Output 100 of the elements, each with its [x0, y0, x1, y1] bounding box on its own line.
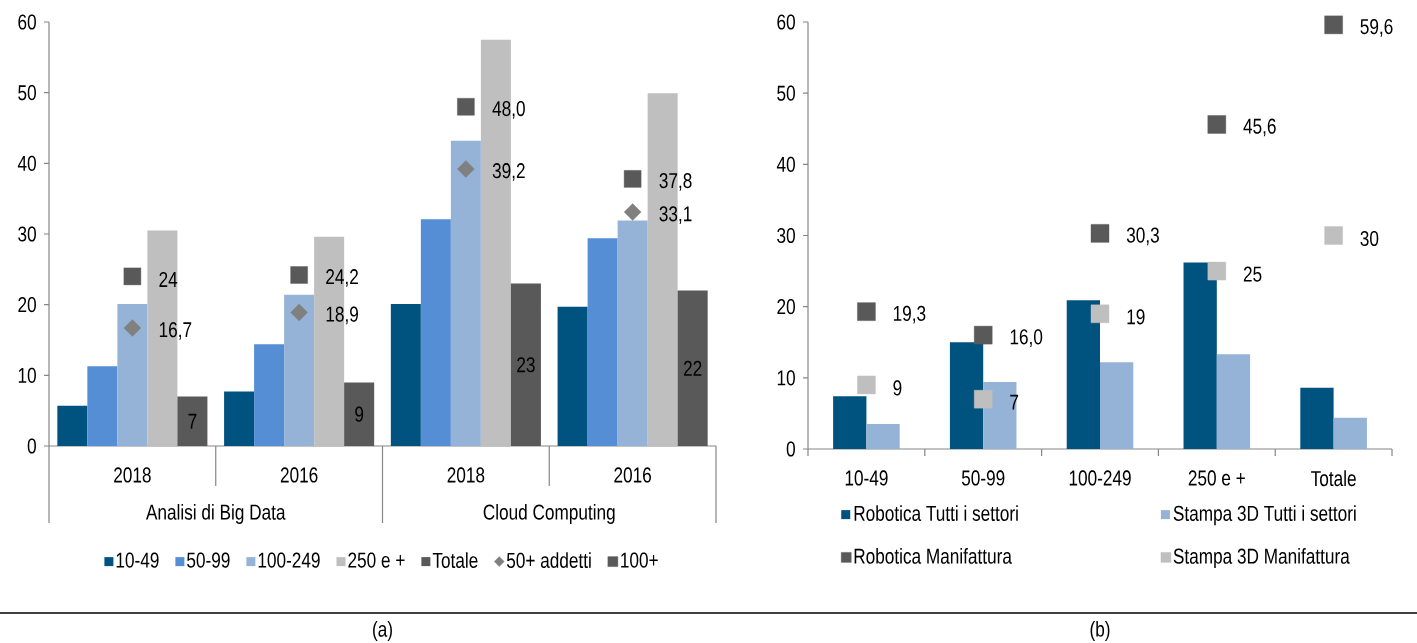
data-label: 48,0 — [492, 100, 525, 119]
bar — [677, 290, 708, 446]
point — [1324, 226, 1343, 245]
data-label: 9 — [355, 406, 364, 422]
y-tick-label: 30 — [18, 226, 36, 242]
bar — [450, 140, 481, 446]
data-label: 25 — [1243, 266, 1262, 282]
y-tick-label: 10 — [777, 370, 795, 386]
data-label: 33,1 — [659, 206, 692, 224]
point — [623, 170, 642, 188]
x-tick-label: 2018 — [447, 467, 485, 483]
bar — [587, 238, 618, 446]
point — [1207, 261, 1227, 281]
x-tick-label: 2016 — [614, 467, 651, 483]
bar — [617, 220, 648, 446]
bar — [1333, 417, 1367, 449]
legend-label: Stampa 3D Tutti i settori — [1173, 505, 1356, 526]
y-tick-label: 50 — [18, 85, 36, 101]
bar — [284, 294, 315, 446]
bar — [510, 283, 541, 446]
text: Analisi di Big Data — [145, 503, 286, 525]
point — [857, 302, 876, 321]
data-label: 22 — [683, 360, 702, 376]
point — [1207, 115, 1227, 134]
bar — [390, 303, 421, 446]
x-tick-label: 10-49 — [845, 470, 888, 486]
data-label: 7 — [1010, 394, 1019, 410]
point — [1090, 304, 1110, 323]
y-tick-label: 0 — [27, 438, 36, 454]
bar — [1300, 387, 1334, 449]
legend-label: 100-249 — [258, 552, 320, 568]
point — [1324, 15, 1343, 35]
y-tick-label: 10 — [18, 367, 36, 383]
point — [290, 266, 308, 284]
x-tick-label: 250 e + — [1188, 470, 1245, 486]
bar — [224, 391, 255, 446]
x-tick-label: Totale — [1311, 470, 1356, 487]
data-label: 16,7 — [159, 322, 192, 340]
legend-label: 250 e + — [348, 552, 405, 568]
data-label: 45,6 — [1243, 118, 1276, 137]
bar — [420, 219, 451, 446]
point — [1090, 224, 1110, 243]
x-tick-label: 50-99 — [961, 470, 1005, 486]
point — [290, 303, 308, 322]
point — [123, 267, 142, 286]
bar — [833, 396, 867, 449]
bar — [57, 405, 88, 446]
data-label: 19,3 — [893, 305, 926, 324]
y-tick-label: 40 — [17, 155, 36, 171]
y-tick-label: 60 — [18, 14, 36, 30]
data-label: 16,0 — [1010, 329, 1043, 348]
data-label: 9 — [893, 380, 902, 396]
y-tick-label: 20 — [18, 297, 36, 313]
bar — [1100, 362, 1134, 449]
point — [974, 325, 993, 345]
text: (b) — [1090, 620, 1110, 642]
bar — [117, 303, 148, 446]
bar — [557, 306, 588, 446]
data-label: 30,3 — [1126, 227, 1159, 246]
point — [974, 389, 993, 409]
point — [457, 98, 475, 116]
bar — [1183, 262, 1217, 449]
data-label: 18,9 — [326, 306, 358, 325]
data-label: 37,8 — [659, 173, 692, 191]
bar — [1066, 300, 1101, 449]
y-tick-label: 0 — [786, 441, 795, 457]
point — [857, 375, 876, 395]
legend-label: 50+ addetti — [506, 552, 591, 568]
legend-label: Stampa 3D Manifattura — [1173, 548, 1350, 569]
point — [457, 160, 475, 178]
data-label: 59,6 — [1360, 18, 1393, 37]
point — [623, 203, 642, 221]
data-label: 30 — [1360, 230, 1379, 247]
legend-label: 10-49 — [116, 552, 159, 568]
bar — [1216, 354, 1251, 449]
y-tick-label: 30 — [777, 227, 795, 244]
y-tick-label: 20 — [777, 299, 795, 315]
point — [123, 319, 142, 337]
data-label: 7 — [188, 413, 197, 429]
legend-label: 100+ — [621, 552, 658, 568]
x-tick-label: 2016 — [280, 467, 318, 483]
data-label: 39,2 — [492, 163, 525, 181]
data-label: 23 — [517, 357, 535, 373]
bar — [866, 424, 900, 449]
y-tick-label: 50 — [777, 85, 795, 101]
legend-label: 50-99 — [187, 552, 230, 568]
y-tick-label: 40 — [776, 156, 795, 172]
bar — [949, 342, 984, 449]
legend-label: Robotica Tutti i settori — [854, 505, 1018, 521]
data-label: 24,2 — [326, 269, 358, 287]
x-tick-label: 2018 — [114, 467, 151, 483]
legend-label: Robotica Manifattura — [854, 548, 1012, 564]
text: Cloud Computing — [483, 503, 615, 525]
bar — [177, 396, 208, 446]
x-tick-label: 100-249 — [1069, 470, 1131, 486]
bar — [344, 382, 375, 446]
bar — [87, 366, 118, 446]
data-label: 19 — [1127, 309, 1145, 325]
bar — [254, 344, 285, 446]
text: (a) — [373, 620, 392, 642]
